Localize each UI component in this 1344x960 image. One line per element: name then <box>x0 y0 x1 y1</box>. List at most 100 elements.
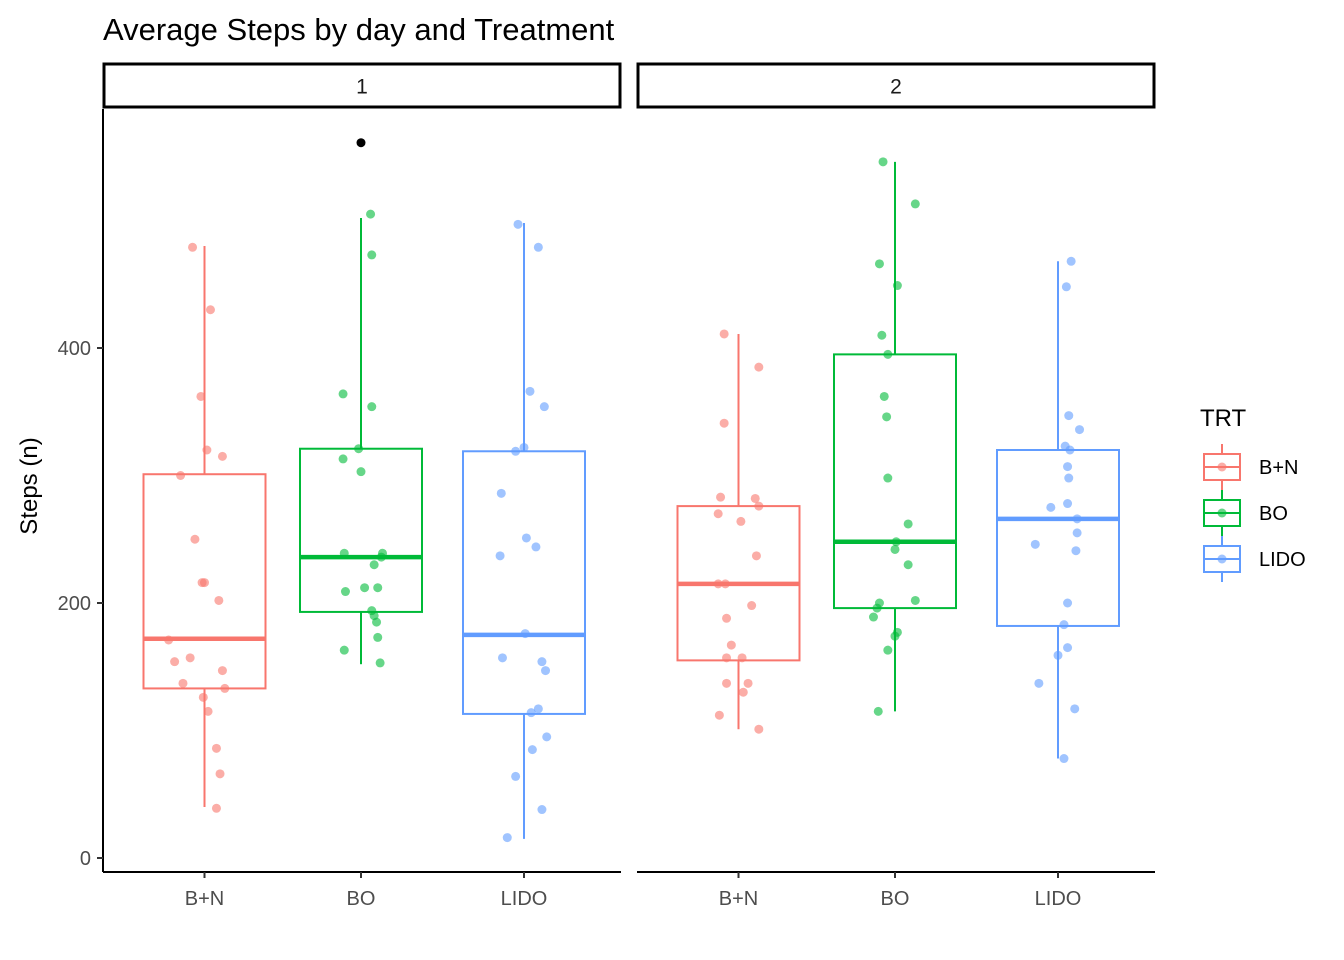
data-point <box>217 451 227 461</box>
data-point <box>1063 499 1073 509</box>
x-tick-label: LIDO <box>1035 888 1082 910</box>
legend-label: B+N <box>1259 457 1298 479</box>
box-LIDO <box>996 261 1120 759</box>
data-point <box>373 583 383 593</box>
data-point <box>164 635 174 645</box>
data-point <box>747 601 757 611</box>
box-B+N <box>142 246 267 807</box>
data-point <box>713 509 723 519</box>
data-point <box>883 349 893 359</box>
data-point <box>372 617 382 627</box>
y-tick-label: 200 <box>58 593 91 615</box>
chart-title: Average Steps by day and Treatment <box>103 12 615 47</box>
data-point <box>754 501 764 511</box>
data-point <box>751 551 761 561</box>
data-point <box>1053 650 1063 660</box>
data-point <box>190 534 200 544</box>
data-point <box>738 687 748 697</box>
data-point <box>1061 282 1071 292</box>
legend-entry-BO: BO <box>1203 490 1288 536</box>
data-point <box>743 678 753 688</box>
data-point <box>188 242 198 252</box>
data-point <box>340 587 350 597</box>
data-point <box>525 386 535 396</box>
data-point <box>1034 678 1044 688</box>
data-point <box>533 242 543 252</box>
y-axis-title: Steps (n) <box>16 437 43 534</box>
data-point <box>722 653 732 663</box>
box-LIDO <box>462 223 586 839</box>
data-point <box>754 362 764 372</box>
data-point <box>719 329 729 339</box>
data-point <box>217 666 227 676</box>
legend-label: LIDO <box>1259 549 1306 571</box>
data-point <box>338 454 348 464</box>
data-point <box>205 305 215 315</box>
data-point <box>891 537 901 547</box>
data-point <box>1064 411 1074 421</box>
data-point <box>520 629 530 639</box>
data-point <box>526 708 536 718</box>
facet-strip-label: 1 <box>356 76 368 99</box>
data-point <box>868 612 878 622</box>
data-point <box>354 444 364 454</box>
data-point <box>356 467 366 477</box>
data-point <box>519 442 529 452</box>
facet-strip <box>636 62 1156 109</box>
data-point <box>722 678 732 688</box>
data-point <box>882 412 892 422</box>
data-point <box>736 516 746 526</box>
x-tick-label: LIDO <box>501 888 548 910</box>
data-point <box>892 281 902 291</box>
box-iqr <box>996 449 1120 627</box>
data-point <box>903 519 913 529</box>
facet-strip <box>102 62 622 109</box>
data-point <box>737 653 747 663</box>
facet-panel-1: 1 0 200 400 B+N BO LIDO <box>58 62 622 910</box>
data-point <box>338 389 348 399</box>
data-point <box>1063 462 1073 472</box>
data-point <box>719 418 729 428</box>
data-point <box>537 805 547 815</box>
data-point <box>1075 425 1085 435</box>
legend-key-point <box>1217 554 1227 564</box>
data-point <box>521 533 531 543</box>
data-point <box>903 560 913 570</box>
data-point <box>339 645 349 655</box>
x-tick-label: BO <box>347 888 376 910</box>
data-point <box>754 724 764 734</box>
box-BO <box>299 217 423 665</box>
data-point <box>202 445 212 455</box>
data-point <box>1066 256 1076 266</box>
outlier-point <box>356 138 366 148</box>
data-point <box>542 732 552 742</box>
data-point <box>1064 473 1074 483</box>
data-point <box>495 551 505 561</box>
data-point <box>215 769 225 779</box>
data-point <box>537 657 547 667</box>
data-point <box>878 157 888 167</box>
data-point <box>203 706 213 716</box>
data-point <box>1070 704 1080 714</box>
data-point <box>367 402 377 412</box>
data-point <box>726 640 736 650</box>
data-point <box>531 542 541 552</box>
data-point <box>1059 620 1069 630</box>
data-point <box>220 683 230 693</box>
data-point <box>367 250 377 260</box>
data-point <box>713 579 723 589</box>
legend-key-point <box>1217 462 1227 472</box>
legend-title: TRT <box>1200 405 1247 432</box>
data-point <box>873 706 883 716</box>
data-point <box>910 595 920 605</box>
data-point <box>502 833 512 843</box>
data-point <box>170 657 180 667</box>
data-point <box>890 631 900 641</box>
data-point <box>198 692 208 702</box>
data-point <box>214 595 224 605</box>
x-tick-label: B+N <box>185 888 224 910</box>
data-point <box>910 199 920 209</box>
data-point <box>883 645 893 655</box>
data-point <box>178 678 188 688</box>
